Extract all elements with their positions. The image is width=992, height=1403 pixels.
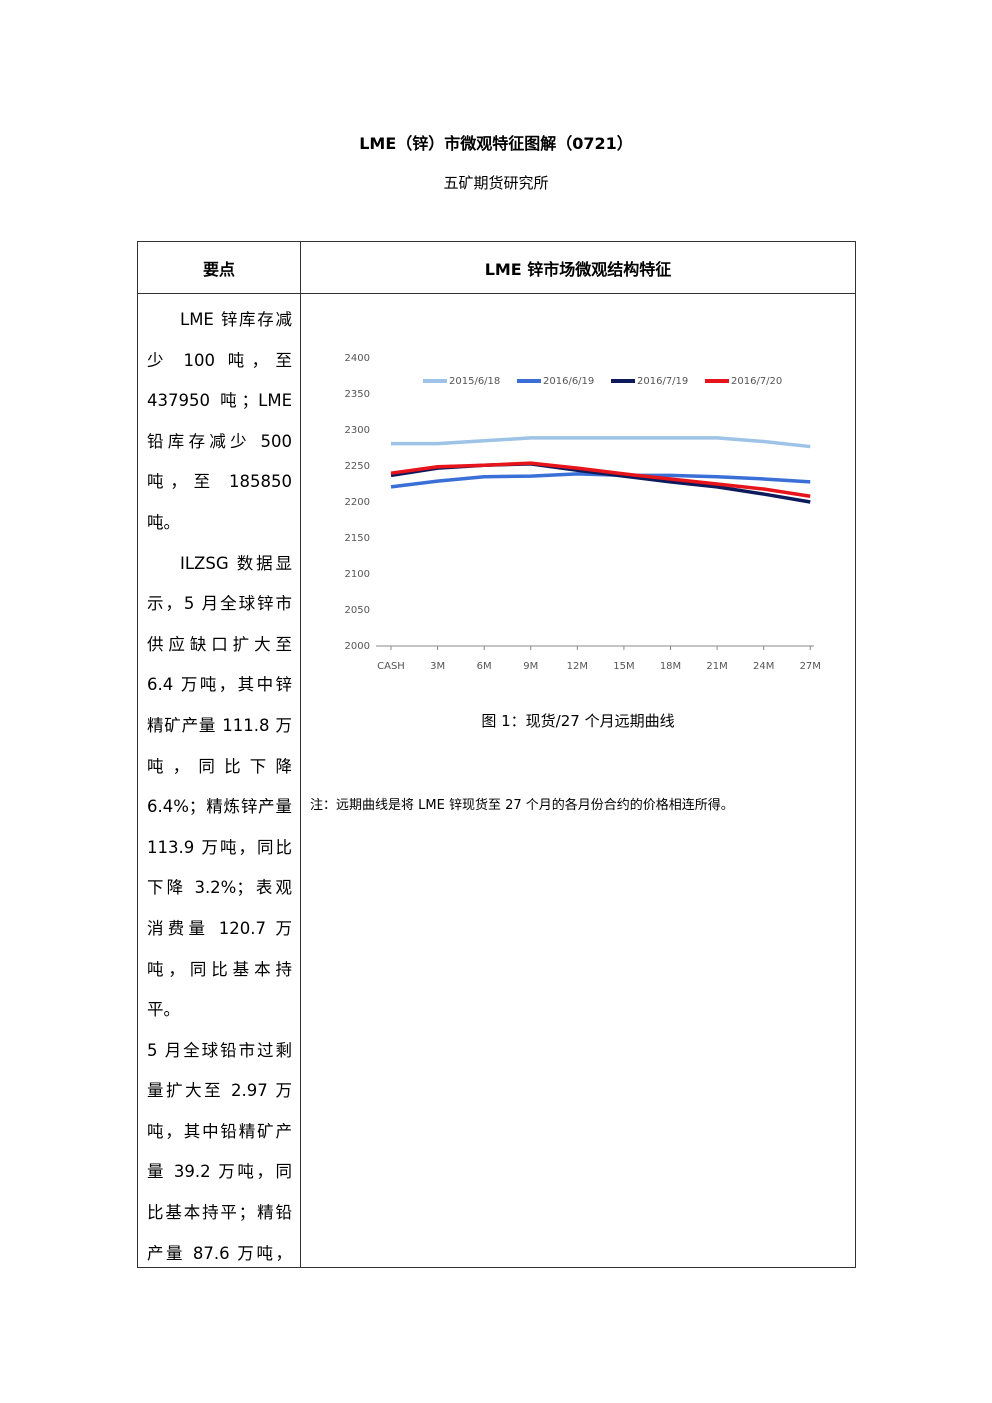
paragraph: 5 月全球铅市过剩量扩大至 2.97 万吨，其中铅精矿产量 39.2 万吨，同比… bbox=[147, 1040, 292, 1263]
x-tick-label: 21M bbox=[706, 661, 727, 672]
y-tick-label: 2000 bbox=[345, 641, 370, 652]
y-tick-label: 2250 bbox=[345, 461, 370, 472]
y-tick-label: 2400 bbox=[345, 353, 370, 364]
legend-label: 2016/7/20 bbox=[731, 376, 782, 387]
chart: 2000 2050 2100 2150 2200 2250 2300 2350 2400 CASH… bbox=[345, 353, 821, 672]
x-tick-label: CASH bbox=[377, 661, 405, 672]
y-tick-label: 2150 bbox=[345, 533, 370, 544]
x-tick-label: 27M bbox=[800, 661, 821, 672]
x-tick-label: 6M bbox=[477, 661, 492, 672]
series-line bbox=[390, 472, 811, 489]
paragraph: ILZSG 数据显示，5 月全球锌市供应缺口扩大至 6.4 万吨，其中锌精矿产量… bbox=[147, 553, 292, 1020]
x-tick-label: 12M bbox=[567, 661, 588, 672]
legend-label: 2015/6/18 bbox=[449, 376, 500, 387]
legend-label: 2016/6/19 bbox=[543, 376, 594, 387]
legend-label: 2016/7/19 bbox=[637, 376, 688, 387]
x-tick-label: 24M bbox=[753, 661, 774, 672]
series-line bbox=[390, 461, 811, 498]
x-tick-label: 9M bbox=[523, 661, 538, 672]
y-tick-label: 2350 bbox=[345, 389, 370, 400]
x-tick-label: 3M bbox=[430, 661, 445, 672]
series-line bbox=[391, 436, 811, 449]
left-cell: LME 锌库存减少 100 吨，至 437950 吨；LME 铅库存减少 500… bbox=[137, 293, 301, 1268]
right-cell: 2000 2050 2100 2150 2200 2250 2300 2350 2400 CASH… bbox=[300, 293, 856, 1268]
figure-caption: 图 1：现货/27 个月远期曲线 bbox=[481, 712, 675, 730]
doc-title: LME（锌）市微观特征图解（0721） bbox=[359, 134, 633, 153]
x-tick-label: 18M bbox=[660, 661, 681, 672]
y-tick-label: 2300 bbox=[345, 425, 370, 436]
y-tick-label: 2200 bbox=[345, 497, 370, 508]
note: 注：远期曲线是将 LME 锌现货至 27 个月的各月份合约的价格相连所得。 bbox=[310, 798, 734, 813]
header-cell: 要点 bbox=[137, 241, 301, 294]
header-cell: LME 锌市场微观结构特征 bbox=[300, 241, 856, 294]
y-tick-label: 2100 bbox=[345, 569, 370, 580]
paragraph: LME 锌库存减少 100 吨，至 437950 吨；LME 铅库存减少 500… bbox=[147, 310, 292, 532]
doc-subtitle: 五矿期货研究所 bbox=[443, 174, 549, 192]
y-tick-label: 2050 bbox=[345, 605, 370, 616]
x-tick-label: 15M bbox=[613, 661, 634, 672]
